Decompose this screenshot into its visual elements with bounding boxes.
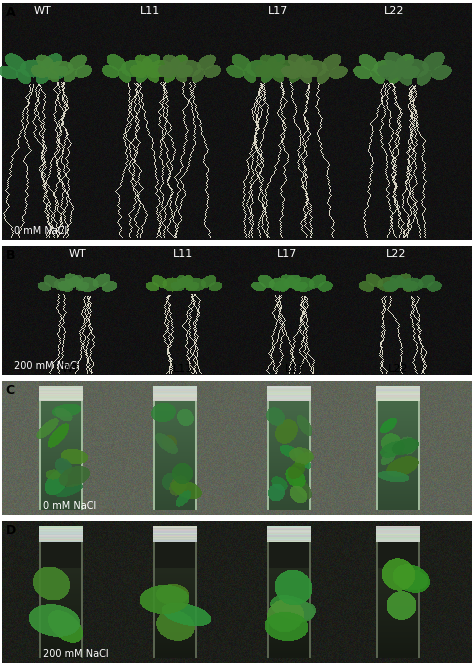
Text: C: C bbox=[6, 384, 15, 397]
Text: D: D bbox=[6, 524, 16, 537]
Text: WT: WT bbox=[69, 249, 86, 259]
Text: L22: L22 bbox=[386, 249, 407, 259]
Text: 200 mM NaCl: 200 mM NaCl bbox=[14, 361, 80, 371]
Text: WT: WT bbox=[33, 6, 51, 16]
Text: L11: L11 bbox=[173, 364, 193, 374]
Text: 0 mM NaCl: 0 mM NaCl bbox=[43, 501, 96, 511]
Text: L22: L22 bbox=[388, 364, 408, 374]
Text: L11: L11 bbox=[140, 6, 160, 16]
Text: L22: L22 bbox=[384, 6, 404, 16]
Text: 0 mM NaCl: 0 mM NaCl bbox=[14, 226, 67, 236]
Text: B: B bbox=[6, 249, 15, 262]
Text: 200 mM NaCl: 200 mM NaCl bbox=[43, 649, 108, 659]
Text: A: A bbox=[6, 6, 15, 19]
Text: L17: L17 bbox=[268, 6, 288, 16]
Text: WT: WT bbox=[62, 364, 79, 374]
Text: L11: L11 bbox=[173, 249, 193, 259]
Text: L17: L17 bbox=[284, 364, 305, 374]
Text: L17: L17 bbox=[277, 249, 298, 259]
